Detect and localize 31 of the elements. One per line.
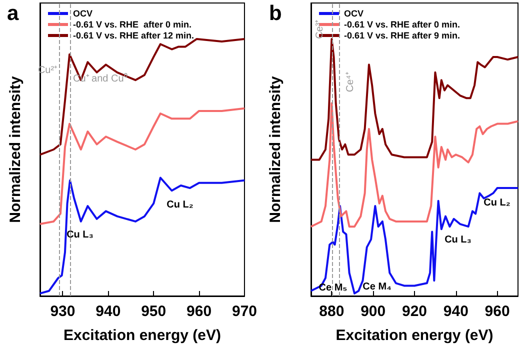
legend-label: -0.61 V vs. RHE after 0 min. xyxy=(73,20,192,30)
annotation: Cu L₂ xyxy=(166,200,194,210)
x-tick-label: 960 xyxy=(484,303,510,320)
x-tick-label: 960 xyxy=(186,303,212,320)
ref-line-label: Ce⁴⁺ xyxy=(345,71,356,92)
x-axis-title: Excitation energy (eV) xyxy=(336,327,494,344)
legend-label: OCV xyxy=(344,8,364,18)
x-tick-label: 970 xyxy=(232,303,257,320)
x-tick-label: 930 xyxy=(50,303,76,320)
ref-line-label: Ce³⁺ xyxy=(314,18,326,39)
x-tick-label: 920 xyxy=(402,303,428,320)
legend-label: OCV xyxy=(73,8,93,18)
x-tick-label: 940 xyxy=(96,303,121,320)
legend-label: -0.61 V vs. RHE after 12 min. xyxy=(73,30,194,40)
x-tick-label: 940 xyxy=(443,303,468,320)
x-tick-label: 880 xyxy=(319,303,344,320)
ref-line-label: Cu⁺ and Cu⁰ xyxy=(72,72,128,85)
legend-label: -0.61 V vs. RHE after 9 min. xyxy=(344,30,460,40)
annotation: Ce M₅ xyxy=(318,282,348,294)
chart-title: a xyxy=(7,2,19,25)
legend-label: -0.61 V vs. RHE after 0 min. xyxy=(344,20,460,30)
x-tick-label: 900 xyxy=(360,303,386,320)
chart-title: b xyxy=(269,2,282,25)
annotation: Cu L₃ xyxy=(444,234,472,246)
annotation: Ce M₄ xyxy=(362,282,392,292)
annotation: Cu L₂ xyxy=(484,198,510,208)
y-axis-title: Normalized intensity xyxy=(267,75,284,223)
x-axis-title: Excitation energy (eV) xyxy=(63,327,222,344)
y-axis-title: Normalized intensity xyxy=(7,75,24,223)
x-tick-label: 950 xyxy=(141,303,166,320)
annotation: Cu L₃ xyxy=(66,230,94,240)
